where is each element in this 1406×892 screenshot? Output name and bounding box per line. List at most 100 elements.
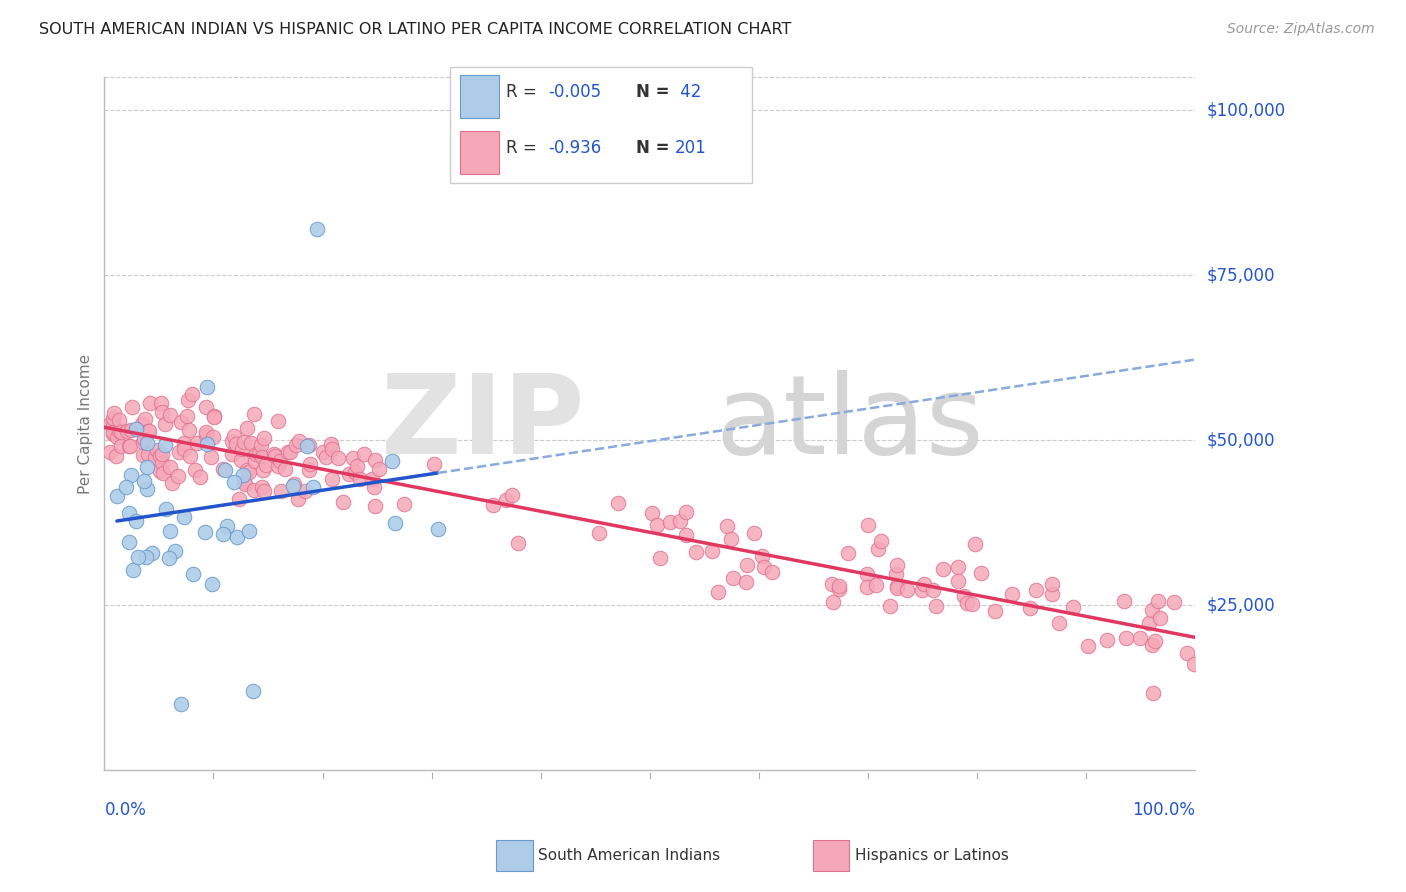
Point [837, 546, 859, 560]
Point [865, 578, 887, 592]
Point [141, 546, 163, 560]
Point [319, 437, 342, 451]
Point [332, 495, 354, 509]
Point [1140, 638, 1163, 652]
Point [236, 420, 259, 434]
Point [131, 448, 153, 462]
Point [101, 416, 124, 430]
Point [294, 483, 316, 498]
Point [250, 480, 273, 494]
Point [245, 447, 267, 461]
Point [273, 462, 295, 476]
Point [856, 580, 879, 594]
Text: 100.0%: 100.0% [1132, 801, 1195, 819]
Text: R =: R = [506, 84, 543, 102]
Point [495, 492, 517, 507]
Point [201, 577, 224, 591]
Point [761, 566, 783, 580]
Point [170, 698, 193, 712]
Point [828, 582, 851, 596]
Point [243, 407, 266, 421]
Point [886, 581, 908, 595]
Point [962, 597, 984, 611]
Point [136, 447, 159, 461]
Point [98, 444, 121, 458]
Point [482, 499, 505, 513]
Point [267, 414, 290, 428]
Point [173, 442, 195, 456]
Point [423, 457, 446, 471]
Point [152, 466, 174, 480]
Point [963, 537, 986, 551]
Point [588, 525, 610, 540]
Point [828, 579, 851, 593]
Point [159, 460, 181, 475]
Point [426, 522, 449, 536]
Point [342, 450, 364, 465]
Point [263, 447, 285, 461]
Point [252, 463, 274, 477]
Text: SOUTH AMERICAN INDIAN VS HISPANIC OR LATINO PER CAPITA INCOME CORRELATION CHART: SOUTH AMERICAN INDIAN VS HISPANIC OR LAT… [39, 22, 792, 37]
Point [184, 463, 207, 477]
Point [267, 459, 290, 474]
Point [236, 463, 259, 477]
Point [735, 558, 758, 572]
Point [302, 480, 325, 494]
Point [742, 526, 765, 541]
Point [181, 387, 204, 401]
Point [277, 445, 299, 459]
Point [177, 393, 200, 408]
Point [283, 478, 305, 492]
Point [132, 434, 155, 449]
Point [1018, 601, 1040, 615]
Point [295, 438, 318, 452]
Point [253, 431, 276, 445]
Point [134, 411, 156, 425]
Point [138, 396, 160, 410]
Point [114, 479, 136, 493]
Point [1163, 595, 1185, 609]
Point [1097, 633, 1119, 648]
Point [970, 566, 993, 580]
Point [103, 406, 125, 420]
Point [1129, 631, 1152, 645]
Point [202, 409, 225, 424]
Text: Hispanics or Latinos: Hispanics or Latinos [855, 848, 1008, 863]
Point [101, 411, 124, 425]
Point [953, 589, 976, 603]
Point [254, 458, 277, 472]
Point [212, 527, 235, 541]
Point [1025, 583, 1047, 598]
Point [269, 454, 291, 468]
Point [118, 534, 141, 549]
Point [648, 551, 671, 566]
Point [1077, 640, 1099, 654]
Point [117, 439, 139, 453]
Point [946, 559, 969, 574]
Point [363, 480, 385, 494]
Point [716, 518, 738, 533]
Point [149, 464, 172, 478]
Point [221, 447, 243, 461]
Point [858, 517, 880, 532]
Text: South American Indians: South American Indians [538, 848, 721, 863]
Point [149, 449, 172, 463]
Text: $25,000: $25,000 [1206, 597, 1275, 615]
Point [238, 465, 260, 479]
Point [1062, 599, 1084, 614]
Point [118, 439, 141, 453]
Point [179, 449, 201, 463]
Point [921, 582, 943, 597]
Point [1047, 616, 1070, 631]
Point [231, 453, 253, 467]
Point [135, 549, 157, 564]
Point [299, 457, 322, 471]
Point [202, 430, 225, 444]
Point [675, 528, 697, 542]
Point [200, 450, 222, 464]
Point [138, 424, 160, 438]
Point [121, 401, 143, 415]
Point [754, 560, 776, 574]
Point [136, 424, 159, 438]
Point [238, 524, 260, 538]
